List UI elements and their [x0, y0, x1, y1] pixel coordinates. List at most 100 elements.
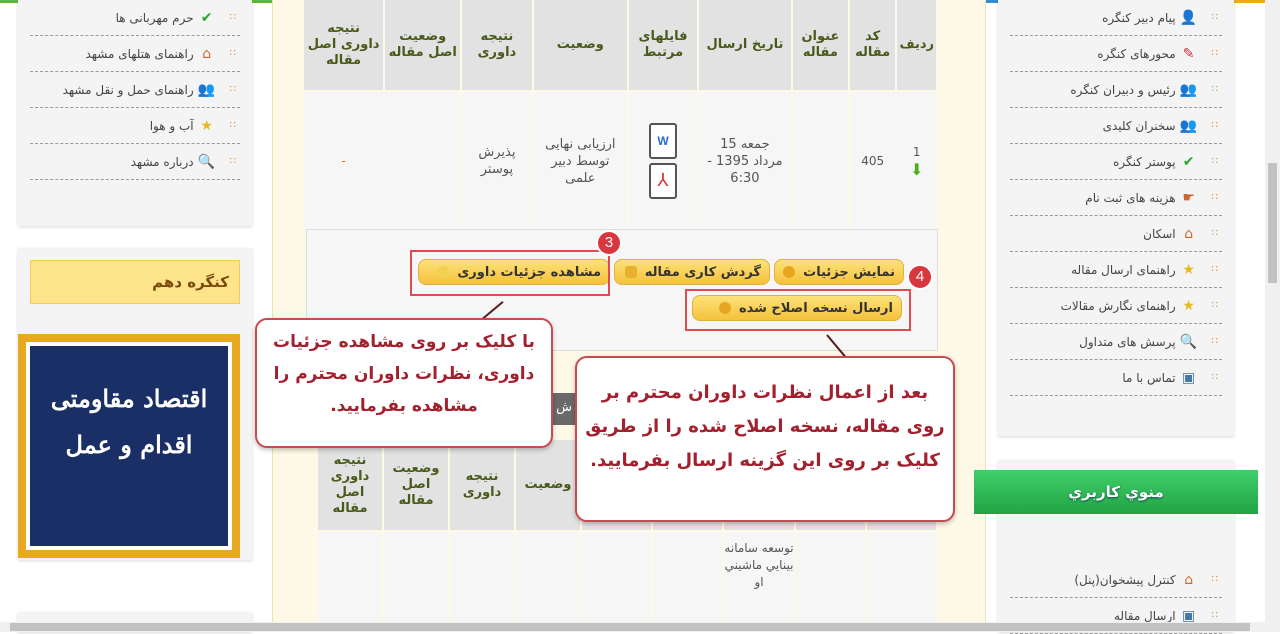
person-icon: 👤 [1179, 9, 1198, 26]
search-icon: 🔍 [197, 153, 216, 170]
pdf-file-icon[interactable]: ⅄ [649, 163, 678, 199]
bullet-icon: ∷ [1211, 120, 1218, 131]
row-title [792, 92, 848, 230]
star-icon: ★ [1182, 297, 1195, 314]
send-revised-version-button[interactable]: ارسال نسخه اصلاح شده [692, 295, 902, 321]
menu-item[interactable]: ∷ 👥 راهنمای حمل و نقل مشهد [30, 72, 240, 108]
menu-item[interactable]: ∷ ▣ تماس با ما [1010, 360, 1222, 396]
table-row: توسعه سامانه بينايي ماشيني او [318, 532, 936, 624]
menu-item-label: پوستر کنگره [1113, 154, 1176, 169]
menu-item[interactable]: ∷ ★ راهنمای ارسال مقاله [1010, 252, 1222, 288]
contact-icon: ▣ [1182, 369, 1196, 386]
bullet-icon: ∷ [1211, 264, 1218, 275]
horizontal-scrollbar[interactable] [0, 622, 1280, 632]
row-original-status [385, 92, 461, 230]
bullet-icon: ∷ [1211, 12, 1218, 23]
workflow-icon [624, 266, 637, 278]
column-header: نتیجه داوری [450, 440, 514, 530]
menu-item[interactable]: ∷ ★ راهنمای نگارش مقالات [1010, 288, 1222, 324]
view-review-details-button[interactable]: مشاهده جزئیات داوری [418, 259, 610, 285]
word-file-icon[interactable]: W [649, 123, 678, 159]
column-header: عنوان مقاله [792, 0, 848, 90]
column-header: نتیجه داوری [462, 0, 532, 90]
lightbulb-icon [437, 266, 450, 278]
row-files: W ⅄ [629, 92, 697, 230]
row-status: ارزیابی نهایی توسط دبیر علمی [533, 92, 628, 230]
right-menu: ∷ 👤 پیام دبیر کنگره ∷ ✎ محورهای کنگره ∷ 👥 رئیس و… [998, 0, 1234, 436]
step-badge-3: 3 [596, 230, 622, 256]
menu-item-label: پرسش های متداول [1079, 334, 1176, 349]
bullet-icon: ∷ [229, 156, 236, 167]
column-header: وضعیت [516, 440, 580, 530]
vertical-scroll-thumb[interactable] [1268, 163, 1277, 283]
highlight-review-details [410, 250, 610, 296]
show-details-button[interactable]: نمایش جزئیات [774, 259, 904, 285]
horizontal-scroll-thumb[interactable] [10, 623, 1250, 631]
contact-icon: ▣ [1182, 607, 1196, 624]
left-menu: ∷ ✔ حرم مهربانی ها ∷ ⌂ راهنمای هتلهای مشهد ∷ 👥 ر… [18, 0, 252, 226]
column-header: وضعیت اصل مقاله [385, 0, 461, 90]
menu-item[interactable]: ∷ 👤 پیام دبیر کنگره [1010, 0, 1222, 36]
bullet-icon: ∷ [1211, 192, 1218, 203]
bullet-icon: ∷ [1211, 84, 1218, 95]
menu-item[interactable]: ∷ ✔ پوستر کنگره [1010, 144, 1222, 180]
menu-item-label: هزینه های ثبت نام [1085, 190, 1176, 205]
menu-item-label: پیام دبیر کنگره [1102, 10, 1176, 25]
menu-item[interactable]: ∷ ⌂ اسکان [1010, 216, 1222, 252]
people-icon: 👥 [197, 81, 216, 98]
arrow-down-icon[interactable]: ⬇ [910, 160, 924, 179]
step-badge-4: 4 [907, 264, 933, 290]
people-icon: 👥 [1179, 81, 1198, 98]
menu-item[interactable]: ∷ 👥 رئیس و دبیران کنگره [1010, 72, 1222, 108]
menu-item[interactable]: ∷ ✔ حرم مهربانی ها [30, 0, 240, 36]
column-header: تاریخ ارسال [698, 0, 791, 90]
menu-item-label: راهنمای هتلهای مشهد [85, 46, 194, 61]
user-menu-title: منوي کاربري [974, 470, 1258, 514]
bullet-icon: ∷ [1211, 228, 1218, 239]
menu-item-label: ارسال مقاله [1114, 608, 1176, 623]
home-icon: ⌂ [1184, 571, 1194, 588]
check-circle-icon [718, 302, 731, 314]
column-header: ردیف [897, 0, 936, 90]
section-title-fragment: ش [556, 400, 572, 415]
pointing-hand-icon: ☛ [1182, 189, 1195, 206]
vertical-scrollbar[interactable] [1265, 0, 1280, 622]
menu-item-label: درباره مشهد [130, 154, 194, 169]
row-index: 1 ⬇ [897, 92, 936, 230]
bullet-icon: ∷ [1211, 336, 1218, 347]
menu-item-label: سخنران کلیدی [1102, 118, 1176, 133]
article-workflow-button[interactable]: گردش کاری مقاله [614, 259, 770, 285]
congress-box: کنگره دهم اقتصاد مقاومتی اقدام و عمل [18, 248, 252, 560]
menu-item[interactable]: ∷ ★ آب و هوا [30, 108, 240, 144]
row-code: 405 [849, 92, 896, 230]
highlight-send-revised [685, 289, 911, 331]
menu-item-label: آب و هوا [149, 118, 194, 133]
bullet-icon: ∷ [229, 12, 236, 23]
callout-send-revised: بعد از اعمال نظرات داوران محترم بر روی م… [575, 356, 955, 522]
menu-item[interactable]: ∷ ⌂ کنترل پیشخوان(پنل) [1010, 562, 1222, 598]
check-icon: ✔ [1182, 153, 1195, 170]
menu-item[interactable]: ∷ ☛ هزینه های ثبت نام [1010, 180, 1222, 216]
star-icon: ★ [200, 117, 213, 134]
user-menu: منوي کاربري ∷ ⌂ کنترل پیشخوان(پنل) ∷ ▣ ارسال … [974, 460, 1258, 634]
column-header: فایلهای مرتبط [629, 0, 697, 90]
bullet-icon: ∷ [1211, 574, 1218, 585]
congress-logo: اقتصاد مقاومتی اقدام و عمل [18, 334, 240, 558]
menu-item[interactable]: ∷ 🔍 درباره مشهد [30, 144, 240, 180]
menu-item-label: تماس با ما [1122, 370, 1176, 385]
callout-review-details: با کلیک بر روی مشاهده جزئیات داوری، نظرا… [255, 318, 553, 448]
home-icon: ⌂ [202, 45, 212, 62]
menu-item-label: محورهای کنگره [1097, 46, 1176, 61]
bullet-icon: ∷ [1211, 372, 1218, 383]
details-icon [783, 266, 796, 278]
people-icon: 👥 [1179, 117, 1198, 134]
menu-item[interactable]: ∷ 👥 سخنران کلیدی [1010, 108, 1222, 144]
menu-item[interactable]: ∷ 🔍 پرسش های متداول [1010, 324, 1222, 360]
column-header: وضعیت اصل مقاله [384, 440, 448, 530]
menu-item[interactable]: ∷ ✎ محورهای کنگره [1010, 36, 1222, 72]
row-review-result: پذیرش پوستر [462, 92, 532, 230]
menu-item-label: راهنمای ارسال مقاله [1071, 262, 1176, 277]
menu-item[interactable]: ∷ ⌂ راهنمای هتلهای مشهد [30, 36, 240, 72]
bullet-icon: ∷ [229, 84, 236, 95]
table-row: 1 ⬇ 405 جمعه 15 مرداد 1395 - 6:30 W ⅄ ارز… [304, 92, 936, 230]
